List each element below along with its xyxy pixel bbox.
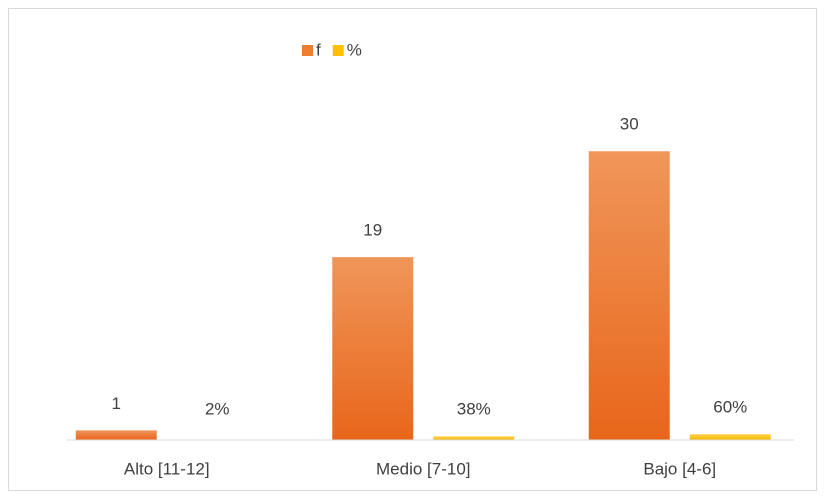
legend-swatch <box>302 45 313 56</box>
data-label: 38% <box>457 399 491 418</box>
legend-label: f <box>316 40 321 59</box>
bar <box>588 151 670 440</box>
data-label: 19 <box>363 221 382 240</box>
x-tick-label: Medio [7-10] <box>376 459 471 478</box>
bar <box>689 434 771 440</box>
x-tick-label: Bajo [4-6] <box>643 459 716 478</box>
data-label: 60% <box>713 398 747 417</box>
bar <box>433 436 515 440</box>
x-tick-label: Alto [11-12] <box>124 459 210 478</box>
data-label: 1 <box>112 394 121 413</box>
legend-label: % <box>347 40 362 59</box>
bar <box>332 257 414 440</box>
bar <box>75 430 157 440</box>
legend-swatch <box>332 45 344 56</box>
data-label: 30 <box>620 115 639 134</box>
data-label: 2% <box>205 399 230 418</box>
